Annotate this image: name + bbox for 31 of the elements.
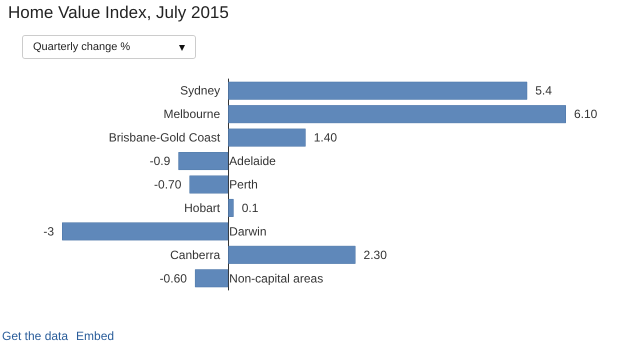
data-label: 0.1 bbox=[242, 200, 259, 215]
data-label: -0.70 bbox=[154, 178, 182, 192]
bar bbox=[189, 176, 228, 194]
y-tick-label: Non-capital areas bbox=[229, 271, 324, 286]
bar bbox=[228, 105, 566, 124]
bar bbox=[228, 246, 356, 264]
bar bbox=[228, 82, 528, 100]
y-tick-label: Sydney bbox=[180, 84, 220, 98]
data-label: 5.4 bbox=[535, 84, 552, 98]
y-tick-label: Canberra bbox=[170, 248, 220, 262]
bar bbox=[228, 128, 306, 147]
bar bbox=[178, 152, 228, 170]
data-label: -0.60 bbox=[160, 271, 188, 286]
text: Embed bbox=[76, 329, 114, 343]
data-label: 2.30 bbox=[364, 248, 388, 262]
y-tick-label: Brisbane-Gold Coast bbox=[108, 130, 221, 145]
data-label: -3 bbox=[43, 224, 54, 238]
bar bbox=[228, 198, 234, 217]
y-tick-label: Melbourne bbox=[163, 107, 220, 122]
y-tick-label: Perth bbox=[229, 178, 258, 192]
bar bbox=[194, 269, 228, 288]
data-label: 6.10 bbox=[574, 107, 598, 122]
bar bbox=[62, 222, 228, 240]
chart-title: Home Value Index, July 2015 bbox=[8, 3, 229, 23]
data-label: -0.9 bbox=[150, 154, 171, 168]
y-tick-label: Adelaide bbox=[229, 154, 276, 168]
text: Get the data bbox=[2, 329, 68, 343]
y-tick-label: Hobart bbox=[184, 200, 221, 215]
data-label: 1.40 bbox=[314, 130, 338, 145]
y-tick-label: Darwin bbox=[229, 224, 266, 238]
chart-subtitle: Quarterly change % bbox=[33, 41, 130, 53]
